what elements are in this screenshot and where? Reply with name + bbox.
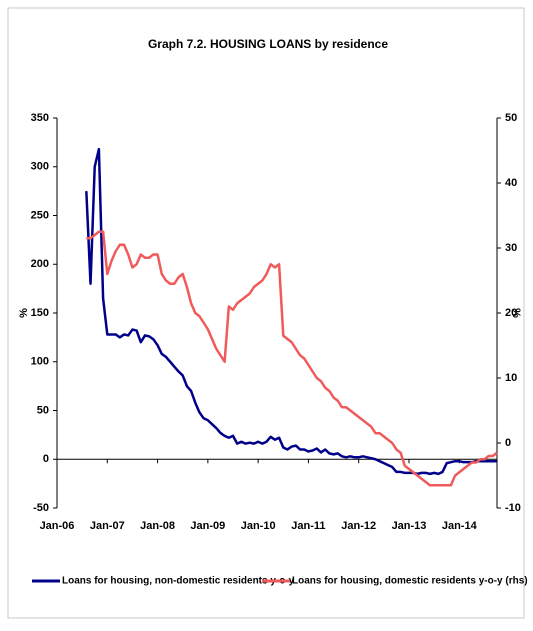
y2-axis-label: % [510,308,522,318]
x-tick-label: Jan-12 [341,520,376,532]
x-tick-label: Jan-08 [140,520,175,532]
y-tick-label: 100 [31,356,49,368]
y-tick-label: 350 [31,112,49,124]
y-tick-label: 50 [37,404,49,416]
x-tick-label: Jan-13 [392,520,427,532]
legend-label: Loans for housing, non-domestic resident… [62,576,295,587]
chart-frame [7,7,525,619]
legend-label: Loans for housing, domestic residents y-… [292,576,528,587]
y-axis-label: % [18,308,30,318]
y2-tick-label: 40 [505,177,517,189]
y-tick-label: 150 [31,307,49,319]
x-tick-label: Jan-10 [241,520,276,532]
y2-tick-label: 30 [505,242,517,254]
y2-tick-label: -10 [505,502,521,514]
y-tick-label: 200 [31,258,49,270]
y2-tick-label: 0 [505,437,511,449]
chart-title: Graph 7.2. HOUSING LOANS by residence [148,37,388,51]
y-tick-label: 250 [31,209,49,221]
y-tick-label: 300 [31,161,49,173]
x-tick-label: Jan-11 [291,520,325,532]
x-tick-label: Jan-14 [442,520,478,532]
series-line [85,147,497,476]
series-line [86,230,498,487]
x-tick-label: Jan-07 [90,520,125,532]
x-tick-label: Jan-06 [40,520,75,532]
y-tick-label: 0 [43,453,49,465]
x-tick-label: Jan-09 [190,520,225,532]
y2-tick-label: 50 [505,112,517,124]
y2-tick-label: 20 [505,307,517,319]
y-tick-label: -50 [33,502,49,514]
y2-tick-label: 10 [505,372,517,384]
